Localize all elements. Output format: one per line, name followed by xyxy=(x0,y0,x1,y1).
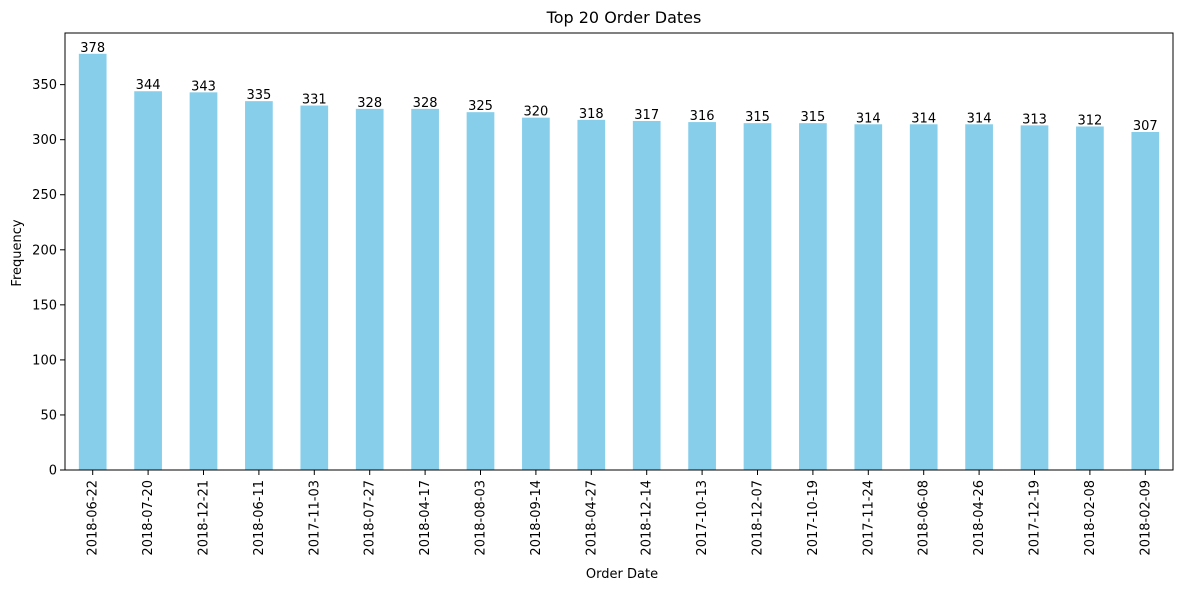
data-label-2017-10-13: 316 xyxy=(690,109,715,124)
y-tick-label: 350 xyxy=(32,78,57,93)
data-label-2018-06-08: 314 xyxy=(911,111,936,126)
x-tick-label: 2018-12-21 xyxy=(197,480,212,556)
data-label-2018-04-17: 328 xyxy=(413,96,438,111)
x-tick-label: 2017-10-19 xyxy=(806,480,821,556)
x-axis: 2018-06-22 2018-07-20 2018-12-21 2018-06-11… xyxy=(86,470,1154,556)
x-tick-label: 2018-02-08 xyxy=(1083,480,1098,556)
bar-2017-10-19 xyxy=(799,123,827,470)
data-label-2018-06-22: 378 xyxy=(80,41,105,56)
x-tick-label: 2018-02-09 xyxy=(1138,480,1153,556)
x-tick-label: 2018-06-08 xyxy=(917,480,932,556)
bar-2018-12-14 xyxy=(633,121,661,470)
x-tick-label: 2018-04-17 xyxy=(418,480,433,556)
y-tick-label: 150 xyxy=(32,298,57,313)
x-tick-label: 2018-12-07 xyxy=(751,480,766,556)
bar-2018-07-27 xyxy=(356,109,384,470)
data-label-2018-12-07: 315 xyxy=(745,110,770,125)
data-labels-group: 378 344 343 335 331 328 328 325 320 318 317 316 315 3… xyxy=(80,41,1157,134)
x-tick-label: 2018-04-26 xyxy=(972,480,987,556)
bar-2017-11-24 xyxy=(854,124,882,470)
y-axis-title: Frequency xyxy=(10,219,25,286)
data-label-2018-07-27: 328 xyxy=(357,96,382,111)
data-label-2018-12-14: 317 xyxy=(634,108,659,123)
y-tick-label: 50 xyxy=(40,408,57,423)
bar-2018-06-08 xyxy=(910,124,938,470)
plot-frame xyxy=(65,33,1173,470)
data-label-2017-11-24: 314 xyxy=(856,111,881,126)
bar-2017-10-13 xyxy=(688,122,716,470)
x-tick-label: 2018-06-22 xyxy=(86,480,101,556)
data-label-2018-08-03: 325 xyxy=(468,99,493,114)
bar-2018-12-21 xyxy=(190,92,218,470)
data-label-2018-09-14: 320 xyxy=(523,105,548,120)
bar-2018-06-11 xyxy=(245,101,273,470)
bar-2018-04-17 xyxy=(411,109,439,470)
x-tick-label: 2018-09-14 xyxy=(529,480,544,556)
bar-2018-04-26 xyxy=(965,124,993,470)
data-label-2017-11-03: 331 xyxy=(302,93,327,108)
x-tick-label: 2018-06-11 xyxy=(252,480,267,556)
chart-title: Top 20 Order Dates xyxy=(546,8,702,27)
data-label-2017-10-19: 315 xyxy=(800,110,825,125)
x-tick-label: 2017-11-03 xyxy=(307,480,322,556)
bar-2018-02-08 xyxy=(1076,126,1104,470)
data-label-2018-02-08: 312 xyxy=(1077,113,1102,128)
data-label-2018-04-27: 318 xyxy=(579,107,604,122)
x-tick-label: 2017-11-24 xyxy=(861,480,876,556)
y-tick-label: 250 xyxy=(32,188,57,203)
x-tick-label: 2018-04-27 xyxy=(584,480,599,556)
y-axis: 0 50 100 150 200 250 300 350 xyxy=(32,78,65,478)
x-tick-label: 2017-12-19 xyxy=(1028,480,1043,556)
bar-2017-11-03 xyxy=(300,106,328,470)
y-tick-label: 300 xyxy=(32,133,57,148)
x-tick-label: 2018-07-27 xyxy=(363,480,378,556)
bar-2018-08-03 xyxy=(467,112,495,470)
bar-2018-02-09 xyxy=(1131,132,1159,470)
data-label-2018-07-20: 344 xyxy=(136,78,161,93)
data-label-2018-02-09: 307 xyxy=(1133,119,1158,134)
y-tick-label: 100 xyxy=(32,353,57,368)
bar-2018-06-22 xyxy=(79,54,107,470)
bar-2017-12-19 xyxy=(1021,125,1049,470)
data-label-2017-12-19: 313 xyxy=(1022,112,1047,127)
bar-2018-09-14 xyxy=(522,118,550,470)
y-tick-label: 0 xyxy=(49,464,57,479)
x-tick-label: 2018-08-03 xyxy=(474,480,489,556)
data-label-2018-12-21: 343 xyxy=(191,79,216,94)
x-tick-label: 2018-12-14 xyxy=(640,480,655,556)
bar-2018-07-20 xyxy=(134,91,162,470)
x-tick-label: 2018-07-20 xyxy=(141,480,156,556)
data-label-2018-04-26: 314 xyxy=(967,111,992,126)
x-axis-title: Order Date xyxy=(586,567,658,582)
y-tick-label: 200 xyxy=(32,243,57,258)
data-label-2018-06-11: 335 xyxy=(246,88,271,103)
bars-group xyxy=(79,54,1159,470)
bar-2018-12-07 xyxy=(744,123,772,470)
x-tick-label: 2017-10-13 xyxy=(695,480,710,556)
bar-2018-04-27 xyxy=(577,120,605,470)
